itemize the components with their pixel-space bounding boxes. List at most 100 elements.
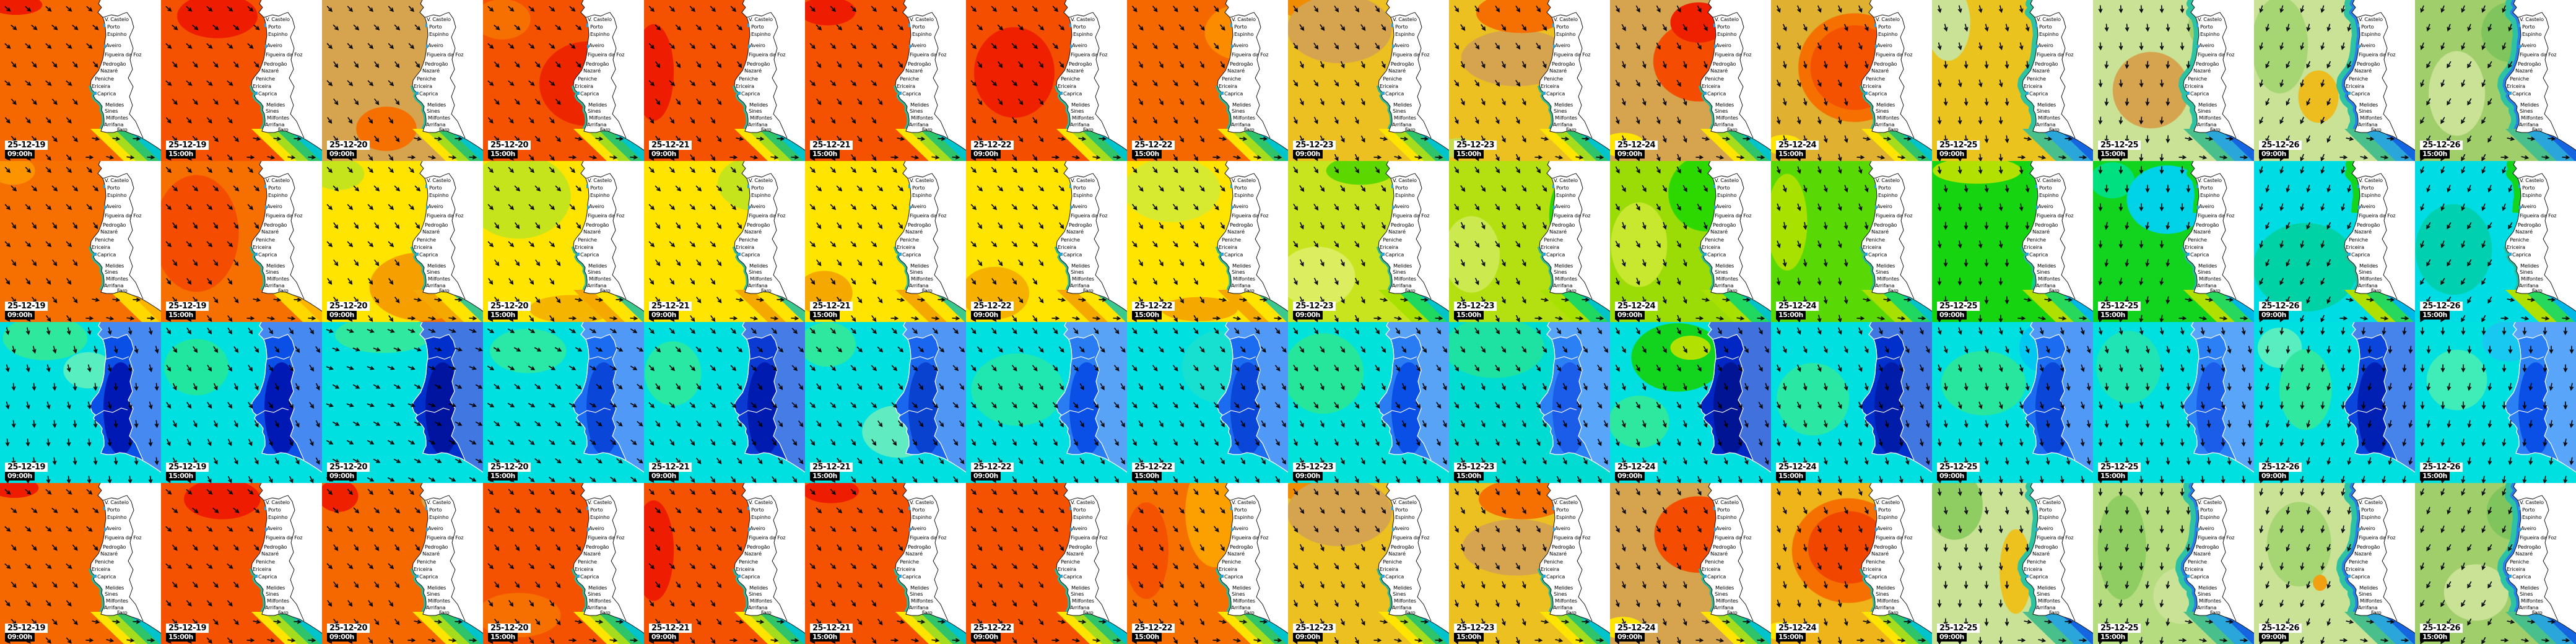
- forecast-tile[interactable]: 25-12-22 09:00h: [966, 322, 1127, 483]
- place-label: Faro: [922, 609, 933, 616]
- forecast-tile[interactable]: V. Castelo Porto Espinho Aveiro Figueira da …: [2415, 161, 2576, 322]
- forecast-tile[interactable]: 25-12-21 09:00h: [644, 322, 805, 483]
- forecast-tile[interactable]: V. Castelo Porto Espinho Aveiro Figueira da …: [1771, 483, 1932, 644]
- forecast-tile[interactable]: V. Castelo Porto Espinho Aveiro Figueira da …: [1932, 0, 2093, 161]
- place-label: Sines: [2037, 108, 2050, 114]
- forecast-tile[interactable]: 25-12-19 09:00h: [0, 322, 161, 483]
- forecast-tile[interactable]: 25-12-23 15:00h: [1449, 322, 1610, 483]
- tile-date-label: 25-12-25: [2098, 463, 2141, 472]
- place-label: Aveiro: [2199, 42, 2214, 48]
- forecast-tile[interactable]: V. Castelo Porto Espinho Aveiro Figueira da …: [1288, 483, 1449, 644]
- place-label: Faro: [439, 609, 450, 616]
- place-label: Melides: [1715, 102, 1734, 108]
- place-label: Arrifana: [265, 121, 285, 128]
- place-label: Aveiro: [750, 525, 765, 531]
- forecast-tile[interactable]: V. Castelo Porto Espinho Aveiro Figueira da …: [2254, 161, 2415, 322]
- place-label: Nazaré: [100, 550, 118, 557]
- place-label: Nazaré: [2032, 67, 2050, 74]
- forecast-tile[interactable]: V. Castelo Porto Espinho Aveiro Figueira da …: [805, 161, 966, 322]
- forecast-tile[interactable]: V. Castelo Porto Espinho Aveiro Figueira da …: [2093, 161, 2254, 322]
- place-label: Peniche: [1383, 237, 1402, 243]
- place-label: Porto: [1878, 507, 1891, 513]
- forecast-tile[interactable]: V. Castelo Porto Espinho Aveiro Figueira da …: [161, 161, 322, 322]
- place-label: Arrifana: [2358, 282, 2378, 289]
- forecast-tile[interactable]: 25-12-21 15:00h: [805, 322, 966, 483]
- forecast-tile[interactable]: V. Castelo Porto Espinho Aveiro Figueira da …: [322, 483, 483, 644]
- forecast-tile[interactable]: V. Castelo Porto Espinho Aveiro Figueira da …: [483, 0, 644, 161]
- tile-time-label: 15:00h: [2420, 633, 2450, 642]
- place-label: V. Castelo: [1071, 177, 1095, 183]
- forecast-tile[interactable]: 25-12-23 09:00h: [1288, 322, 1449, 483]
- place-label: Melides: [1715, 263, 1734, 269]
- forecast-tile[interactable]: V. Castelo Porto Espinho Aveiro Figueira da …: [1771, 161, 1932, 322]
- place-label: Peniche: [1705, 237, 1724, 243]
- forecast-tile[interactable]: V. Castelo Porto Espinho Aveiro Figueira da …: [644, 0, 805, 161]
- place-label: Melides: [2359, 263, 2378, 269]
- forecast-tile[interactable]: V. Castelo Porto Espinho Aveiro Figueira da …: [644, 483, 805, 644]
- forecast-tile[interactable]: 25-12-20 15:00h: [483, 322, 644, 483]
- forecast-tile[interactable]: V. Castelo Porto Espinho Aveiro Figueira da …: [161, 483, 322, 644]
- forecast-tile[interactable]: 25-12-24 15:00h: [1771, 322, 1932, 483]
- forecast-tile[interactable]: 25-12-24 09:00h: [1610, 322, 1771, 483]
- forecast-tile[interactable]: V. Castelo Porto Espinho Aveiro Figueira da …: [322, 0, 483, 161]
- place-label: Aveiro: [911, 525, 926, 531]
- forecast-tile[interactable]: V. Castelo Porto Espinho Aveiro Figueira da …: [0, 0, 161, 161]
- forecast-tile[interactable]: V. Castelo Porto Espinho Aveiro Figueira da …: [966, 161, 1127, 322]
- forecast-tile[interactable]: V. Castelo Porto Espinho Aveiro Figueira da …: [1449, 483, 1610, 644]
- place-label: Peniche: [1061, 76, 1080, 82]
- forecast-tile[interactable]: 25-12-19 15:00h: [161, 322, 322, 483]
- forecast-tile[interactable]: V. Castelo Porto Espinho Aveiro Figueira da …: [1127, 483, 1288, 644]
- place-label: Melides: [1554, 102, 1573, 108]
- place-label: Aveiro: [267, 525, 282, 531]
- forecast-tile[interactable]: V. Castelo Porto Espinho Aveiro Figueira da …: [1610, 0, 1771, 161]
- forecast-tile[interactable]: V. Castelo Porto Espinho Aveiro Figueira da …: [483, 161, 644, 322]
- place-label: Milfontes: [1072, 276, 1094, 282]
- place-label: V. Castelo: [1554, 177, 1578, 183]
- forecast-tile[interactable]: V. Castelo Porto Espinho Aveiro Figueira da …: [2415, 0, 2576, 161]
- place-label: Espinho: [590, 31, 609, 37]
- forecast-tile[interactable]: V. Castelo Porto Espinho Aveiro Figueira da …: [1771, 0, 1932, 161]
- forecast-tile[interactable]: V. Castelo Porto Espinho Aveiro Figueira da …: [644, 161, 805, 322]
- place-label: Peniche: [578, 237, 597, 243]
- place-label: Figueira da Foz: [427, 534, 463, 541]
- forecast-tile[interactable]: V. Castelo Porto Espinho Aveiro Figueira da …: [1449, 0, 1610, 161]
- forecast-tile[interactable]: 25-12-25 09:00h: [1932, 322, 2093, 483]
- forecast-tile[interactable]: V. Castelo Porto Espinho Aveiro Figueira da …: [805, 0, 966, 161]
- place-label: Aveiro: [1072, 203, 1087, 209]
- forecast-tile[interactable]: V. Castelo Porto Espinho Aveiro Figueira da …: [2415, 483, 2576, 644]
- place-label: Aveiro: [2038, 525, 2053, 531]
- forecast-tile[interactable]: V. Castelo Porto Espinho Aveiro Figueira da …: [1127, 161, 1288, 322]
- forecast-tile[interactable]: 25-12-26 15:00h: [2415, 322, 2576, 483]
- forecast-tile[interactable]: V. Castelo Porto Espinho Aveiro Figueira da …: [0, 483, 161, 644]
- forecast-tile[interactable]: V. Castelo Porto Espinho Aveiro Figueira da …: [1288, 0, 1449, 161]
- place-label: Melides: [2037, 102, 2056, 108]
- forecast-tile[interactable]: V. Castelo Porto Espinho Aveiro Figueira da …: [1932, 161, 2093, 322]
- place-label: Pedrogão: [1069, 544, 1092, 550]
- forecast-tile[interactable]: V. Castelo Porto Espinho Aveiro Figueira da …: [1288, 161, 1449, 322]
- forecast-tile[interactable]: V. Castelo Porto Espinho Aveiro Figueira da …: [161, 0, 322, 161]
- forecast-tile[interactable]: 25-12-26 09:00h: [2254, 322, 2415, 483]
- forecast-tile[interactable]: V. Castelo Porto Espinho Aveiro Figueira da …: [2093, 483, 2254, 644]
- forecast-tile[interactable]: V. Castelo Porto Espinho Aveiro Figueira da …: [1610, 483, 1771, 644]
- forecast-tile[interactable]: V. Castelo Porto Espinho Aveiro Figueira da …: [966, 0, 1127, 161]
- place-label: Porto: [268, 507, 281, 513]
- forecast-tile[interactable]: V. Castelo Porto Espinho Aveiro Figueira da …: [2254, 0, 2415, 161]
- forecast-tile[interactable]: 25-12-25 15:00h: [2093, 322, 2254, 483]
- forecast-tile[interactable]: V. Castelo Porto Espinho Aveiro Figueira da …: [1449, 161, 1610, 322]
- forecast-tile[interactable]: 25-12-22 15:00h: [1127, 322, 1288, 483]
- forecast-tile[interactable]: V. Castelo Porto Espinho Aveiro Figueira da …: [1127, 0, 1288, 161]
- place-label: Arrifana: [2519, 604, 2539, 611]
- forecast-tile[interactable]: 25-12-20 09:00h: [322, 322, 483, 483]
- forecast-tile[interactable]: V. Castelo Porto Espinho Aveiro Figueira da …: [0, 161, 161, 322]
- forecast-tile[interactable]: V. Castelo Porto Espinho Aveiro Figueira da …: [2254, 483, 2415, 644]
- forecast-tile[interactable]: V. Castelo Porto Espinho Aveiro Figueira da …: [483, 483, 644, 644]
- place-label: Caprica: [580, 90, 599, 97]
- forecast-tile[interactable]: V. Castelo Porto Espinho Aveiro Figueira da …: [966, 483, 1127, 644]
- forecast-tile[interactable]: V. Castelo Porto Espinho Aveiro Figueira da …: [1932, 483, 2093, 644]
- forecast-tile[interactable]: V. Castelo Porto Espinho Aveiro Figueira da …: [805, 483, 966, 644]
- forecast-tile[interactable]: V. Castelo Porto Espinho Aveiro Figueira da …: [322, 161, 483, 322]
- place-label: Figueira da Foz: [1232, 51, 1268, 58]
- forecast-tile[interactable]: V. Castelo Porto Espinho Aveiro Figueira da …: [2093, 0, 2254, 161]
- forecast-tile[interactable]: V. Castelo Porto Espinho Aveiro Figueira da …: [1610, 161, 1771, 322]
